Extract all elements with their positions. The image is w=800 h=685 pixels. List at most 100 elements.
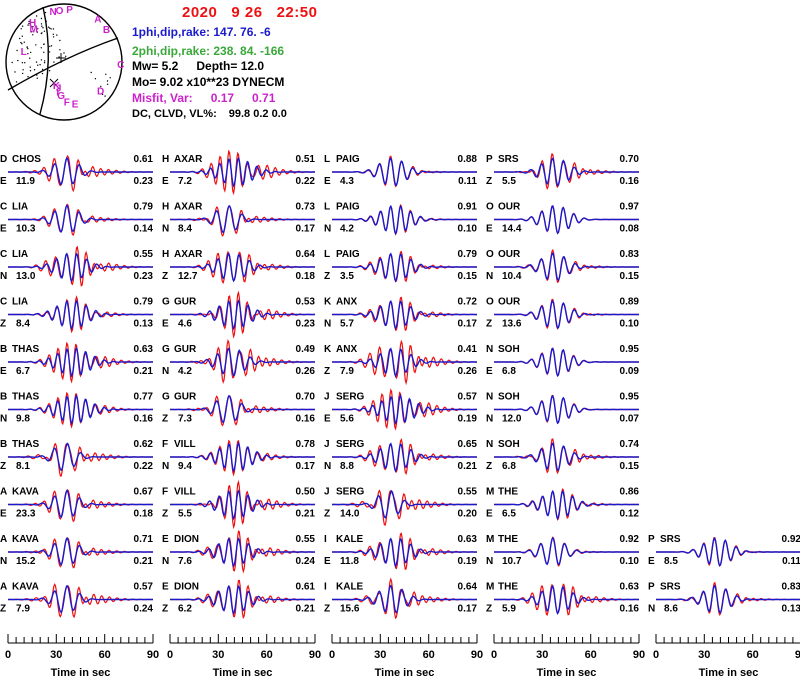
compression-dot <box>48 51 51 53</box>
station-name: AXAR <box>174 154 203 165</box>
station-name: DION <box>174 534 199 545</box>
compression-dot <box>23 41 25 43</box>
synthetic-trace <box>8 156 153 186</box>
station-name: ANX <box>336 297 357 308</box>
component-label: N <box>324 319 331 330</box>
compression-dot <box>106 83 109 86</box>
component-label: N <box>324 224 331 235</box>
station-letter: E <box>162 582 169 593</box>
tick-label: 60 <box>423 649 435 661</box>
correlation-value: 0.41 <box>458 344 478 355</box>
amplitude-value: 0.24 <box>296 556 316 567</box>
amplitude-value: 0.15 <box>620 461 640 472</box>
station-label-O: O <box>56 6 64 17</box>
panel-GUR-N: G GUR 0.49 N 4.2 0.26 <box>162 338 316 385</box>
nodal-plane-1: 1phi,dip,rake: 147. 76. -6 <box>132 25 271 39</box>
station-name: AXAR <box>174 202 203 213</box>
amplitude-value: 0.19 <box>458 556 478 567</box>
nodal-plane-2: 2phi,dip,rake: 238. 84. -166 <box>132 44 285 58</box>
panel-SERG-Z: J SERG 0.55 Z 14.0 0.20 <box>324 487 477 526</box>
distance-value: 15.6 <box>340 604 360 615</box>
station-name: SERG <box>336 487 365 498</box>
panel-AXAR-N: H AXAR 0.73 N 8.4 0.17 <box>162 202 316 237</box>
amplitude-value: 0.26 <box>458 366 478 377</box>
compression-dot <box>28 20 30 23</box>
compression-dot <box>35 15 38 17</box>
component-label: Z <box>324 271 330 282</box>
amplitude-value: 0.26 <box>296 366 316 377</box>
event-month-day: 9 26 <box>231 4 263 21</box>
component-label: E <box>162 319 169 330</box>
dc-values: 99.8 0.2 0.0 <box>228 108 287 120</box>
compression-dot <box>24 62 26 64</box>
compression-dot <box>94 78 97 80</box>
panel-THAS-Z: B THAS 0.62 Z 8.1 0.22 <box>0 439 153 477</box>
distance-value: 8.1 <box>16 461 30 472</box>
station-letter: L <box>324 202 330 213</box>
station-label-H: H <box>29 18 36 29</box>
compression-dot <box>50 45 53 47</box>
station-letter: K <box>324 297 332 308</box>
correlation-value: 0.71 <box>134 534 154 545</box>
compression-dot <box>15 81 18 83</box>
compression-dot <box>49 45 51 48</box>
amplitude-value: 0.16 <box>296 414 316 425</box>
station-name: THE <box>498 534 518 545</box>
correlation-value: 0.88 <box>458 154 478 165</box>
station-letter: G <box>162 297 170 308</box>
station-name: SOH <box>498 392 520 403</box>
panel-LIA-E: C LIA 0.79 E 10.3 0.14 <box>0 202 153 236</box>
amplitude-value: 0.17 <box>296 461 316 472</box>
compression-dot <box>16 49 18 52</box>
synthetic-trace <box>8 394 153 426</box>
station-letter: I <box>324 582 327 593</box>
synthetic-trace <box>170 395 315 424</box>
station-label-D: D <box>97 87 104 98</box>
compression-dot <box>65 55 67 57</box>
tick-label: 90 <box>471 649 483 661</box>
distance-value: 7.2 <box>178 176 192 187</box>
compression-dot <box>31 31 33 33</box>
station-letter: G <box>162 344 170 355</box>
distance-value: 10.7 <box>502 556 522 567</box>
station-letter: A <box>0 487 7 498</box>
panel-KAVA-Z: A KAVA 0.57 Z 7.9 0.24 <box>0 582 153 619</box>
distance-value: 7.6 <box>178 556 192 567</box>
compression-dot <box>28 22 30 25</box>
distance-value: 7.9 <box>16 604 30 615</box>
compression-dot <box>30 51 32 54</box>
station-name: VILL <box>174 439 196 450</box>
panel-SOH-N: N SOH 0.95 N 12.0 0.07 <box>486 392 639 425</box>
beachball-outline <box>5 3 123 121</box>
component-label: Z <box>0 461 6 472</box>
synthetic-trace <box>494 489 639 521</box>
correlation-value: 0.73 <box>296 202 316 213</box>
distance-value: 11.9 <box>16 176 35 187</box>
distance-value: 8.5 <box>664 556 678 567</box>
panel-THE-Z: M THE 0.63 Z 5.9 0.16 <box>486 582 639 616</box>
synthetic-trace <box>170 441 315 473</box>
station-name: SOH <box>498 439 520 450</box>
synthetic-trace <box>494 585 639 615</box>
station-letter: J <box>324 487 330 498</box>
compression-dot <box>36 77 38 79</box>
panel-THE-N: M THE 0.92 N 10.7 0.10 <box>486 534 639 567</box>
component-label: Z <box>0 319 6 330</box>
compression-dot <box>101 93 104 96</box>
correlation-value: 0.57 <box>458 392 478 403</box>
correlation-value: 0.86 <box>620 487 640 498</box>
panel-SRS-Z: P SRS 0.70 Z 5.5 0.16 <box>486 152 639 191</box>
synthetic-trace <box>8 346 153 378</box>
amplitude-value: 0.21 <box>296 604 316 615</box>
distance-value: 5.9 <box>502 604 516 615</box>
distance-value: 13.6 <box>502 319 522 330</box>
synthetic-trace <box>656 584 800 614</box>
correlation-value: 0.89 <box>620 297 640 308</box>
station-name: SERG <box>336 439 365 450</box>
station-name: SRS <box>660 534 681 545</box>
station-label-N: N <box>49 7 56 18</box>
station-label-M: M <box>30 24 38 35</box>
seismic-moment: Mo= 9.02 x10**23 DYNECM <box>132 75 285 89</box>
synthetic-trace <box>8 585 153 614</box>
panel-VILL-Z: F VILL 0.50 Z 5.5 0.21 <box>162 479 315 530</box>
